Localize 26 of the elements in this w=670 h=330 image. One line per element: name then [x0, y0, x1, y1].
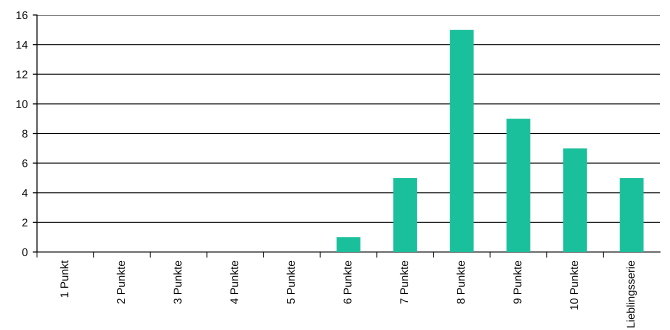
x-tick-label: 3 Punkte: [173, 260, 182, 304]
x-tick-label: 2 Punkte: [116, 260, 125, 304]
y-tick-label: 6: [22, 159, 28, 168]
bar: [563, 148, 587, 252]
x-tick-label: 6 Punkte: [343, 260, 352, 304]
y-tick-label: 16: [16, 11, 28, 20]
y-tick-label: 14: [16, 41, 28, 49]
y-tick-label: 0: [22, 248, 28, 256]
y-tick-label: 8: [22, 130, 28, 138]
y-tick-label: 12: [16, 70, 28, 78]
y-tick-label: 10: [16, 100, 28, 108]
bar: [450, 30, 474, 252]
bar: [620, 178, 644, 252]
x-tick-label: 8 Punkte: [456, 260, 465, 304]
x-tick-label: 9 Punkte: [513, 260, 522, 304]
y-tick-label: 4: [22, 189, 28, 197]
x-tick-label: 5 Punkte: [286, 260, 295, 304]
bar: [506, 118, 530, 252]
x-tick-label: 4 Punkte: [230, 260, 238, 304]
bar: [393, 178, 418, 252]
x-tick-label: Lieblingsserie: [626, 260, 637, 328]
y-tick-label: 2: [22, 218, 28, 226]
x-tick-label: 1 Punkt: [60, 260, 68, 298]
x-tick-label: 10 Punkte: [570, 260, 578, 310]
x-tick-label: 7 Punkte: [400, 260, 408, 304]
bar: [336, 237, 360, 252]
